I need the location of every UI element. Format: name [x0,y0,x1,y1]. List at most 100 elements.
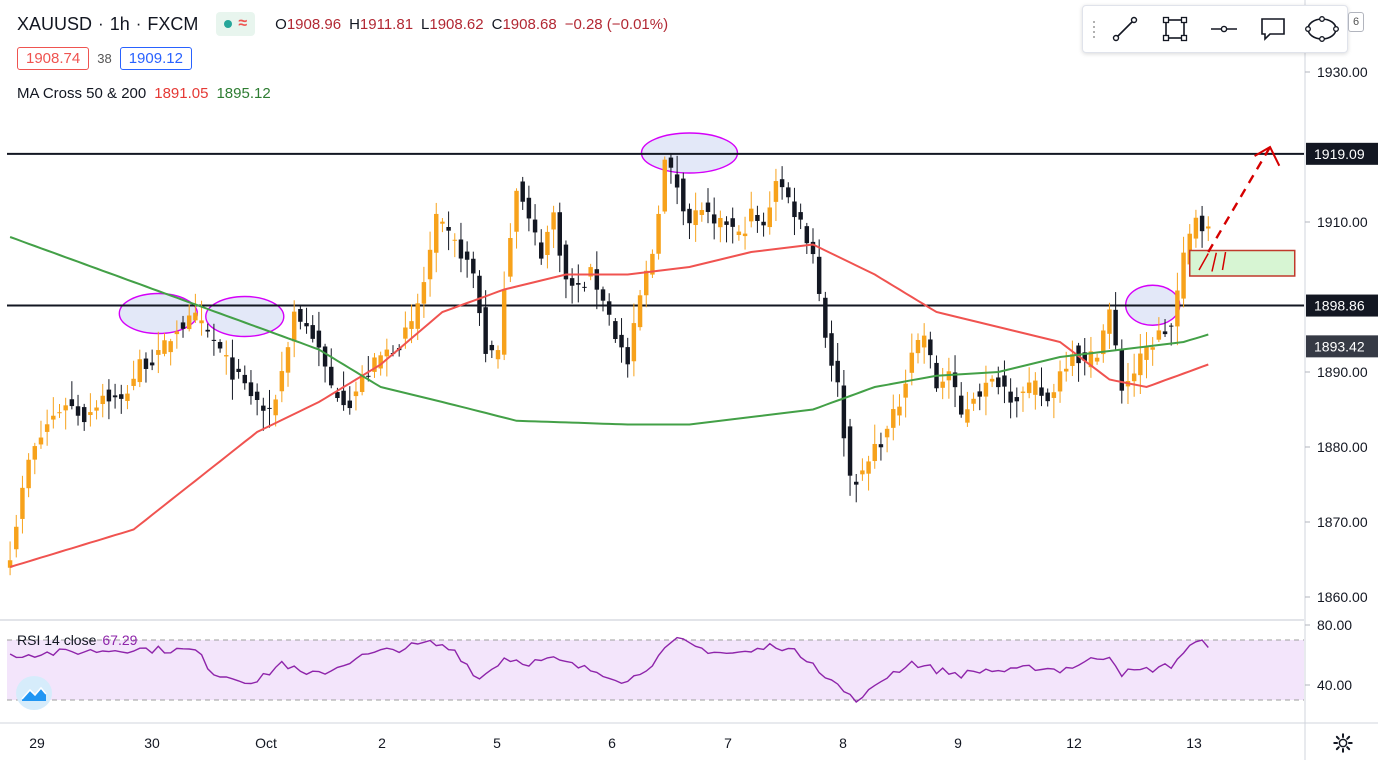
candle-body [427,249,433,280]
candle-body [415,303,420,329]
candle-body [366,375,371,377]
line-price-label: 1898.86 [1314,298,1365,314]
candle-body [1002,375,1007,387]
toolbar-close-button[interactable]: 6 [1348,12,1364,32]
candle-body [1101,330,1106,355]
logo-icon [21,686,47,701]
candle-body [193,312,198,321]
tradingview-logo[interactable] [16,676,52,710]
candle-body [903,383,908,398]
sell-button[interactable]: 1908.74 [17,47,90,70]
candle-body [829,333,834,366]
horizontal-ray-tool[interactable] [1199,9,1248,49]
candle-body [921,335,927,348]
buy-button[interactable]: 1909.12 [119,47,192,70]
low-value: 1908.62 [429,15,484,33]
settings-gear-icon[interactable] [1332,732,1354,754]
candle-body [674,174,680,188]
candle-body [137,359,143,383]
candle-body [14,526,19,550]
rectangle-tool[interactable] [1150,9,1199,49]
time-tick-label: 12 [1066,735,1082,751]
candle-body [866,461,871,474]
candle-body [464,251,470,260]
candle-body [965,409,970,423]
ma-legend[interactable]: MA Cross 50 & 200 1891.05 1895.12 [17,85,271,102]
candle-body [810,241,816,255]
candle-body [958,395,964,415]
line-price-label: 1919.09 [1314,146,1365,162]
candle-body [501,289,507,355]
candle-body [514,190,519,232]
market-open-icon [224,20,233,28]
ohlc-values: O1908.96 H1911.81 L1908.62 C1908.68 −0.2… [275,15,669,33]
candle-body [1094,357,1100,362]
candle-body [1026,382,1032,394]
time-tick-label: 29 [29,735,45,751]
candle-body [940,381,945,388]
drawing-toolbar[interactable] [1082,5,1348,53]
candle-body [508,238,513,277]
candle-body [347,400,353,409]
candle-body [637,295,643,328]
candle-body [557,212,562,256]
trend-line-tool[interactable] [1101,9,1150,49]
candle-body [847,426,853,476]
candle-body [32,446,38,460]
drag-handle-icon[interactable] [1087,14,1101,44]
candle-body [977,391,982,397]
candle-body [1057,371,1063,392]
candle-body [180,322,186,329]
candle-body [860,470,865,475]
candle-body [687,208,692,224]
candle-body [310,325,315,339]
price-tick-label: 1880.00 [1317,439,1368,455]
candle-body [891,409,896,428]
interval-label[interactable]: 1h [109,13,130,34]
candle-body [1045,392,1050,402]
rsi-legend[interactable]: RSI 14 close 67.29 [17,632,137,648]
candle-body [767,207,772,228]
candle-body [1144,345,1149,360]
price-tick-label: 1890.00 [1317,364,1368,380]
candle-body [1020,391,1026,393]
candle-body [75,406,81,416]
candle-body [798,212,803,220]
candle-body [1107,309,1112,334]
rsi-line [9,636,1209,703]
candle-body [909,352,915,373]
candle-body [458,239,464,259]
candle-body [143,358,149,369]
candle-body [100,395,105,405]
symbol-name[interactable]: XAUUSD [17,13,93,34]
candle-body [563,244,569,280]
candle-body [613,321,618,340]
candle-body [316,330,322,348]
arrow-head [1254,145,1281,167]
market-status-badge[interactable]: ≈ [216,12,256,36]
candle-body [996,377,1001,388]
candle-body [285,347,291,373]
time-tick-label: 30 [144,735,160,751]
candle-body [156,350,161,355]
candle-body [705,202,711,212]
candle-body [20,487,25,519]
candle-body [526,197,532,219]
rsi-legend-name: RSI 14 close [17,632,97,648]
callout-tool[interactable] [1249,9,1298,49]
candle-body [254,391,260,400]
candle-body [298,308,303,322]
bid-ask-panel: 1908.74 38 1909.12 [17,47,192,70]
candle-body [489,344,495,351]
rsi-tick-label: 40.00 [1317,677,1352,693]
candle-body [119,394,124,399]
candle-body [149,362,155,366]
ellipse-tool[interactable] [1298,9,1347,49]
candle-body [656,213,661,254]
candle-body [1070,354,1075,366]
candle-body [477,275,482,314]
candle-body [378,355,383,369]
time-tick-label: 6 [608,735,616,751]
candle-body [1193,217,1199,239]
